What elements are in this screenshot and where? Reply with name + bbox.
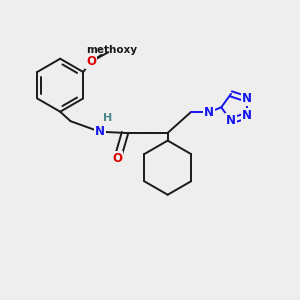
- Text: N: N: [204, 106, 214, 119]
- Text: N: N: [95, 125, 105, 138]
- Text: methoxy: methoxy: [86, 46, 137, 56]
- Text: N: N: [242, 92, 252, 106]
- Text: N: N: [242, 109, 252, 122]
- Text: O: O: [86, 55, 96, 68]
- Text: H: H: [103, 113, 112, 123]
- Text: O: O: [112, 152, 123, 165]
- Text: N: N: [226, 114, 236, 127]
